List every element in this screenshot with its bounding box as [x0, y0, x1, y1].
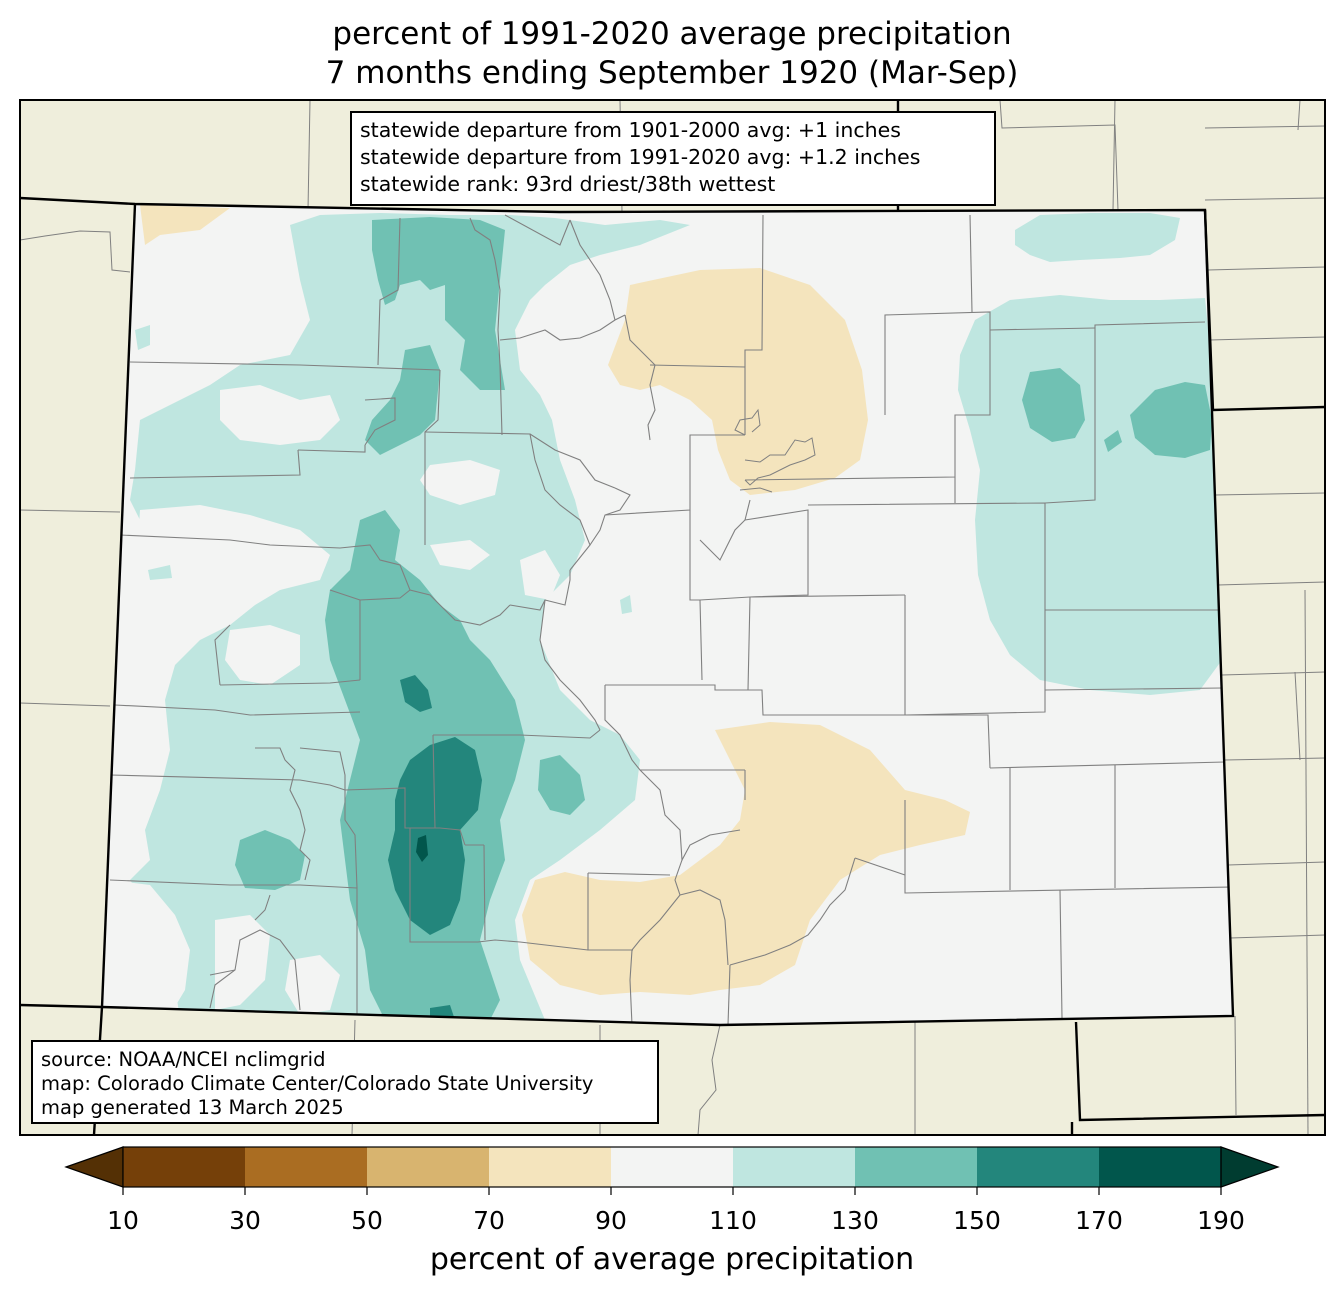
colorbar-bin [611, 1147, 733, 1187]
colorbar-bin [733, 1147, 855, 1187]
source-box: source: NOAA/NCEI nclimgrid map: Colorad… [31, 1040, 659, 1124]
stats-departure-1991: statewide departure from 1991-2020 avg: … [360, 145, 921, 169]
stats-rank: statewide rank: 93rd driest/38th wettest [360, 172, 776, 196]
colorbar-tick-label: 110 [709, 1206, 757, 1235]
colorbar-tick-label: 90 [595, 1206, 627, 1235]
colorbar-bin [489, 1147, 611, 1187]
colorbar-tick-label: 10 [107, 1206, 139, 1235]
colorbar-bin [367, 1147, 489, 1187]
colorbar-tick-label: 190 [1197, 1206, 1245, 1235]
precip-contours [110, 205, 1222, 1020]
source-map: map: Colorado Climate Center/Colorado St… [41, 1072, 594, 1095]
colorbar-tick-label: 150 [953, 1206, 1001, 1235]
colorbar-extend-high [1220, 1146, 1280, 1188]
statewide-stats-box: statewide departure from 1901-2000 avg: … [350, 111, 996, 206]
colorbar-bin [245, 1147, 367, 1187]
county-lines [109, 214, 1231, 1025]
colorbar-title: percent of average precipitation [429, 1242, 915, 1277]
colorbar-tick-label: 170 [1075, 1206, 1123, 1235]
colorbar-tick-label: 130 [831, 1206, 879, 1235]
map-subtitle: 7 months ending September 1920 (Mar-Sep) [325, 55, 1019, 91]
colorbar-bin [977, 1147, 1099, 1187]
source-generated: map generated 13 March 2025 [41, 1096, 344, 1119]
metro-county-lines [734, 408, 816, 493]
map-frame [19, 99, 1326, 1136]
stats-departure-1901: statewide departure from 1901-2000 avg: … [360, 118, 901, 142]
colorbar-bin [123, 1147, 245, 1187]
colorbar-extend-low [64, 1146, 124, 1188]
colorbar-tick-label: 50 [351, 1206, 383, 1235]
colorbar-bin [1099, 1147, 1221, 1187]
source-data: source: NOAA/NCEI nclimgrid [41, 1048, 326, 1071]
map-title: percent of 1991-2020 average precipitati… [332, 16, 1012, 52]
colorbar-tick-label: 30 [229, 1206, 261, 1235]
colorbar [64, 1146, 1280, 1195]
colorbar-bin [855, 1147, 977, 1187]
colorbar-tick-label: 70 [473, 1206, 505, 1235]
